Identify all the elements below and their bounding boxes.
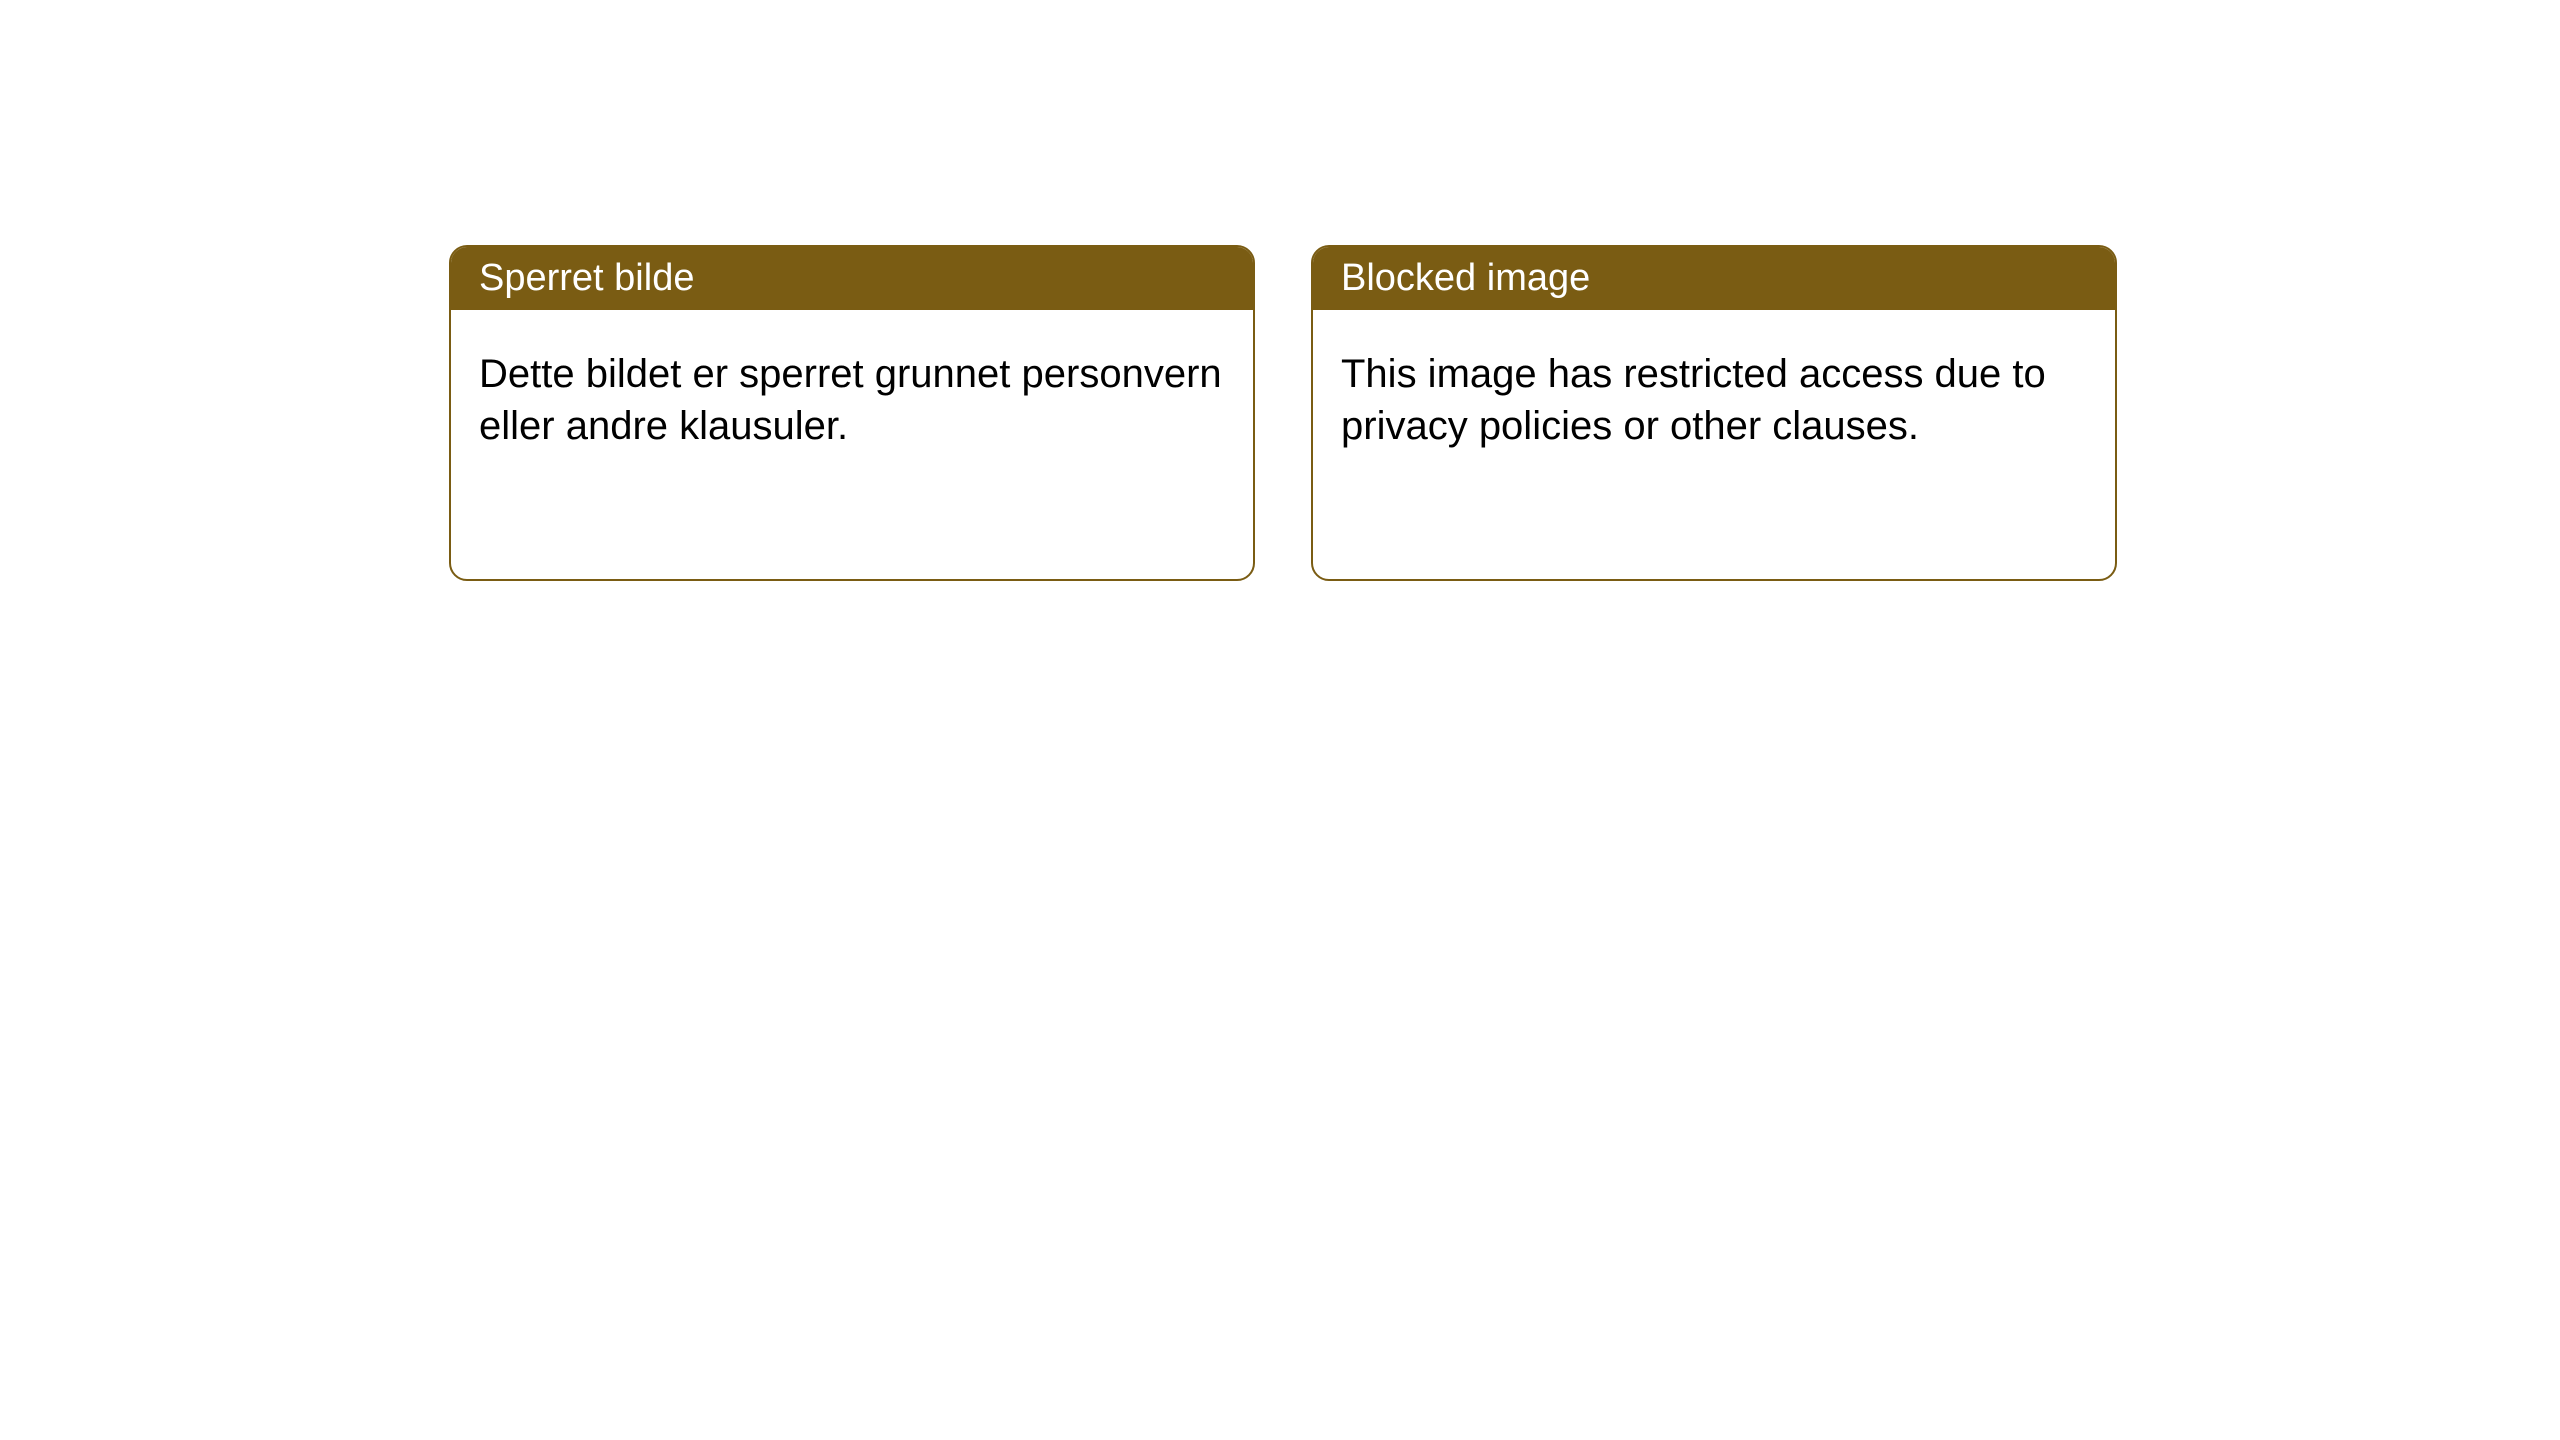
notice-header: Blocked image [1313,247,2115,310]
notice-container: Sperret bilde Dette bildet er sperret gr… [0,0,2560,581]
notice-card-norwegian: Sperret bilde Dette bildet er sperret gr… [449,245,1255,581]
notice-header: Sperret bilde [451,247,1253,310]
notice-title: Sperret bilde [479,257,694,299]
notice-text: This image has restricted access due to … [1341,352,2046,448]
notice-card-english: Blocked image This image has restricted … [1311,245,2117,581]
notice-body: This image has restricted access due to … [1313,310,2115,490]
notice-title: Blocked image [1341,257,1590,299]
notice-text: Dette bildet er sperret grunnet personve… [479,352,1222,448]
notice-body: Dette bildet er sperret grunnet personve… [451,310,1253,490]
